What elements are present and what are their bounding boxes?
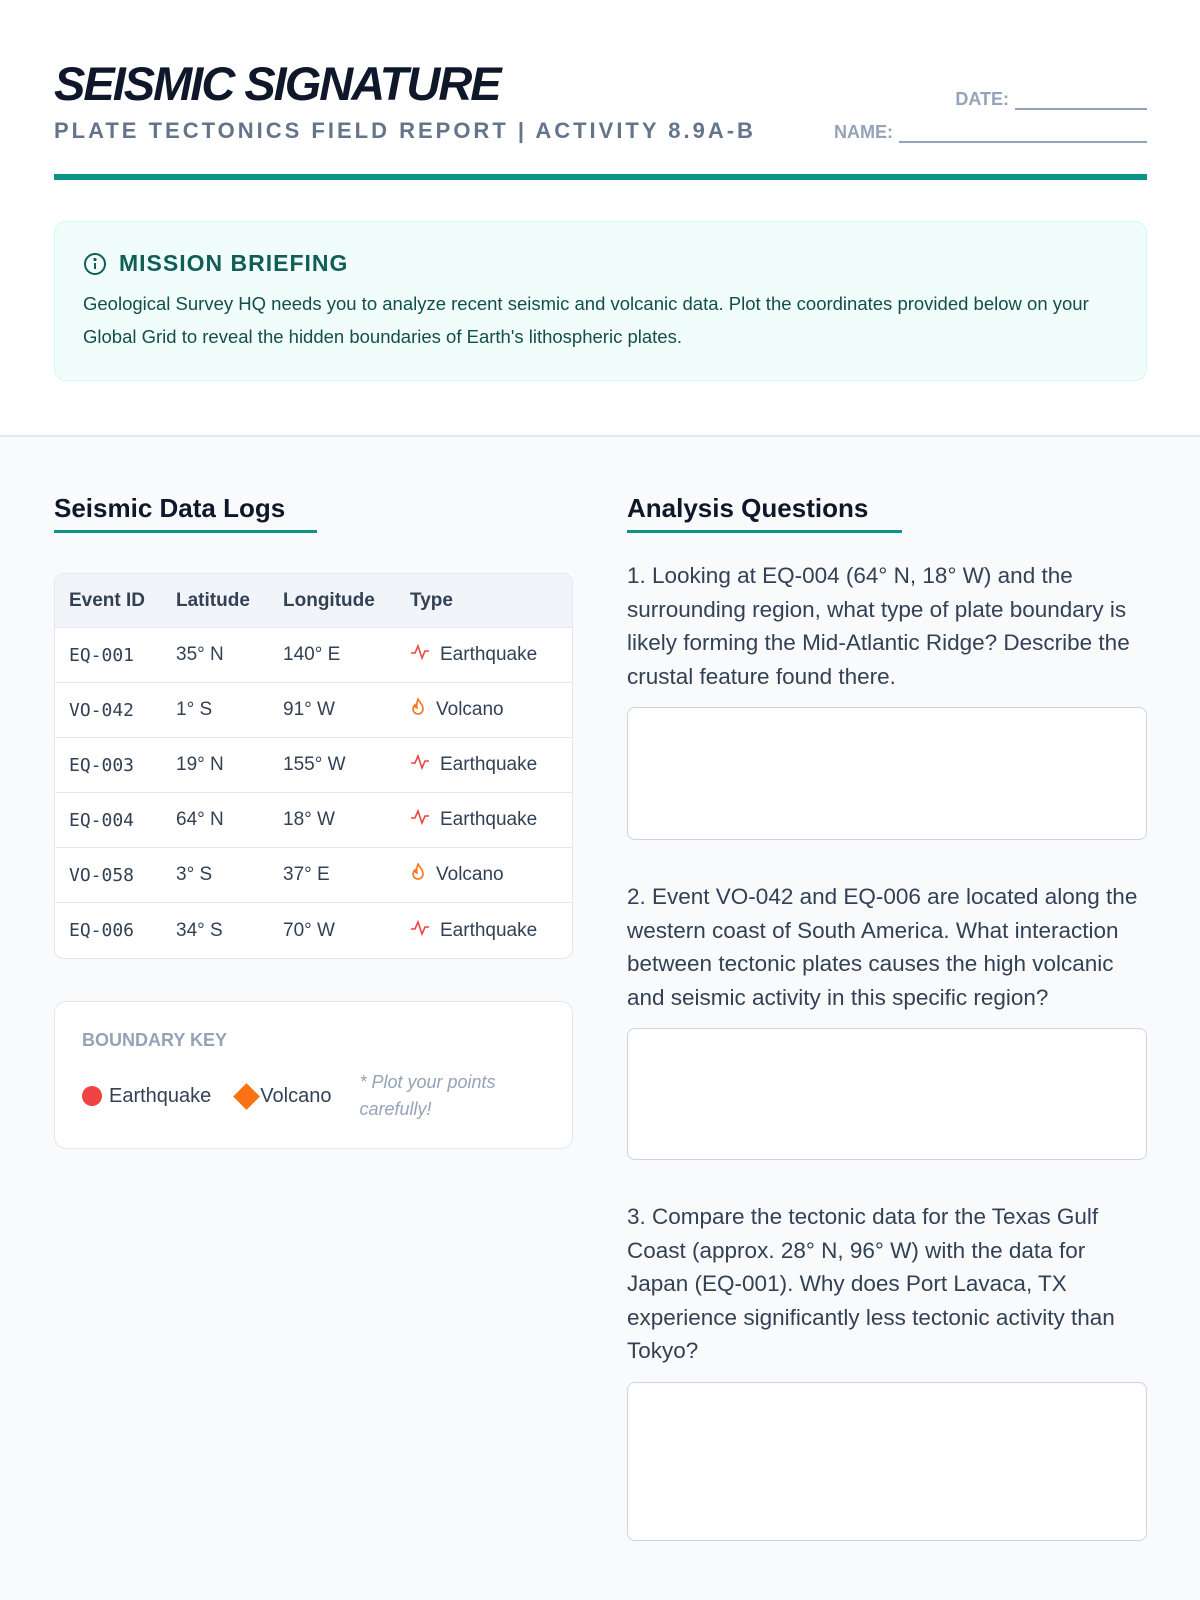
type-cell: Earthquake xyxy=(396,793,572,848)
type-label: Earthquake xyxy=(440,919,538,941)
latitude: 35° N xyxy=(162,628,269,683)
event-id: EQ-003 xyxy=(55,738,162,793)
latitude: 64° N xyxy=(162,793,269,848)
flame-icon xyxy=(410,861,426,887)
briefing-text: Geological Survey HQ needs you to analyz… xyxy=(83,293,1089,347)
longitude: 140° E xyxy=(269,628,396,683)
answer-box-2[interactable] xyxy=(627,1028,1147,1160)
earthquake-marker-icon xyxy=(82,1086,102,1106)
page-subtitle: PLATE TECTONICS FIELD REPORT | ACTIVITY … xyxy=(54,118,756,143)
table-row: VO-058 3° S 37° E Volcano xyxy=(55,848,572,903)
volcano-marker-icon xyxy=(233,1082,261,1110)
type-label: Earthquake xyxy=(440,754,538,775)
logs-heading: Seismic Data Logs xyxy=(54,493,317,533)
type-cell: Volcano xyxy=(396,848,572,903)
event-id: VO-042 xyxy=(55,683,162,738)
event-id: EQ-004 xyxy=(55,793,162,848)
type-label: Earthquake xyxy=(440,809,538,830)
key-note: * Plot your points carefully! xyxy=(359,1072,496,1119)
col-event-id: Event ID xyxy=(55,574,162,628)
key-title: BOUNDARY KEY xyxy=(82,1030,228,1050)
seismic-wave-icon xyxy=(410,753,430,777)
key-earthquake: Earthquake xyxy=(109,1084,212,1107)
table-row: EQ-003 19° N 155° W Earthquake xyxy=(55,738,572,793)
answer-box-1[interactable] xyxy=(627,707,1147,840)
seismic-wave-icon xyxy=(410,919,430,943)
col-type: Type xyxy=(396,574,572,628)
flame-icon xyxy=(410,696,426,722)
latitude: 1° S xyxy=(162,683,269,738)
type-label: Earthquake xyxy=(440,644,538,665)
header-section: SEISMIC SIGNATURE PLATE TECTONICS FIELD … xyxy=(0,0,1200,437)
longitude: 70° W xyxy=(283,919,335,941)
event-id: EQ-001 xyxy=(55,628,162,683)
longitude: 155° W xyxy=(269,738,396,793)
longitude: 18° W xyxy=(269,793,396,848)
answer-box-3[interactable] xyxy=(627,1381,1147,1541)
table-row: VO-042 1° S 91° W Volcano xyxy=(55,683,572,738)
seismic-data-table: Event ID Latitude Longitude Type EQ-001 … xyxy=(54,573,573,959)
event-id: VO-058 xyxy=(55,848,162,903)
latitude: 19° N xyxy=(162,738,269,793)
col-latitude: Latitude xyxy=(162,574,269,628)
date-label: DATE: xyxy=(955,89,1009,109)
seismic-wave-icon xyxy=(410,643,430,667)
type-cell: Earthquake xyxy=(396,738,572,793)
table-row: EQ-001 35° N 140° E Earthquake xyxy=(55,628,572,683)
key-volcano: Volcano xyxy=(260,1084,332,1107)
table-row: EQ-006 34° S 70° W Earthquake xyxy=(55,903,572,958)
boundary-key: BOUNDARY KEY Earthquake Volcano * Plot y… xyxy=(54,1001,573,1149)
latitude: 34° S xyxy=(176,919,223,941)
right-column: Analysis Questions 1. Looking at EQ-004 … xyxy=(627,493,1147,1541)
header-divider xyxy=(54,174,1147,180)
type-label: Volcano xyxy=(436,699,504,720)
type-cell: Earthquake xyxy=(396,903,572,958)
type-label: Volcano xyxy=(436,864,504,885)
mission-briefing: MISSION BRIEFING Geological Survey HQ ne… xyxy=(54,221,1147,381)
name-field[interactable]: NAME: xyxy=(834,122,1147,143)
type-cell: Volcano xyxy=(396,683,572,738)
briefing-title: MISSION BRIEFING xyxy=(119,250,349,276)
event-id: EQ-006 xyxy=(69,920,135,941)
latitude: 3° S xyxy=(162,848,269,903)
question-1: 1. Looking at EQ-004 (64° N, 18° W) and … xyxy=(627,563,1130,689)
date-field[interactable]: DATE: xyxy=(955,89,1147,110)
longitude: 91° W xyxy=(269,683,396,738)
info-icon xyxy=(84,252,106,275)
question-3: 3. Compare the tectonic data for the Tex… xyxy=(627,1204,1115,1363)
question-2: 2. Event VO-042 and EQ-006 are located a… xyxy=(627,884,1138,1010)
type-cell: Earthquake xyxy=(396,628,572,683)
name-line[interactable] xyxy=(899,127,1147,143)
page-title: SEISMIC SIGNATURE xyxy=(54,57,502,110)
questions-heading: Analysis Questions xyxy=(627,493,902,533)
left-column: Seismic Data Logs Event ID Latitude Long… xyxy=(54,493,573,1149)
seismic-wave-icon xyxy=(410,808,430,832)
date-line[interactable] xyxy=(1015,94,1147,110)
col-longitude: Longitude xyxy=(269,574,396,628)
longitude: 37° E xyxy=(269,848,396,903)
name-label: NAME: xyxy=(834,122,893,142)
table-row: EQ-004 64° N 18° W Earthquake xyxy=(55,793,572,848)
